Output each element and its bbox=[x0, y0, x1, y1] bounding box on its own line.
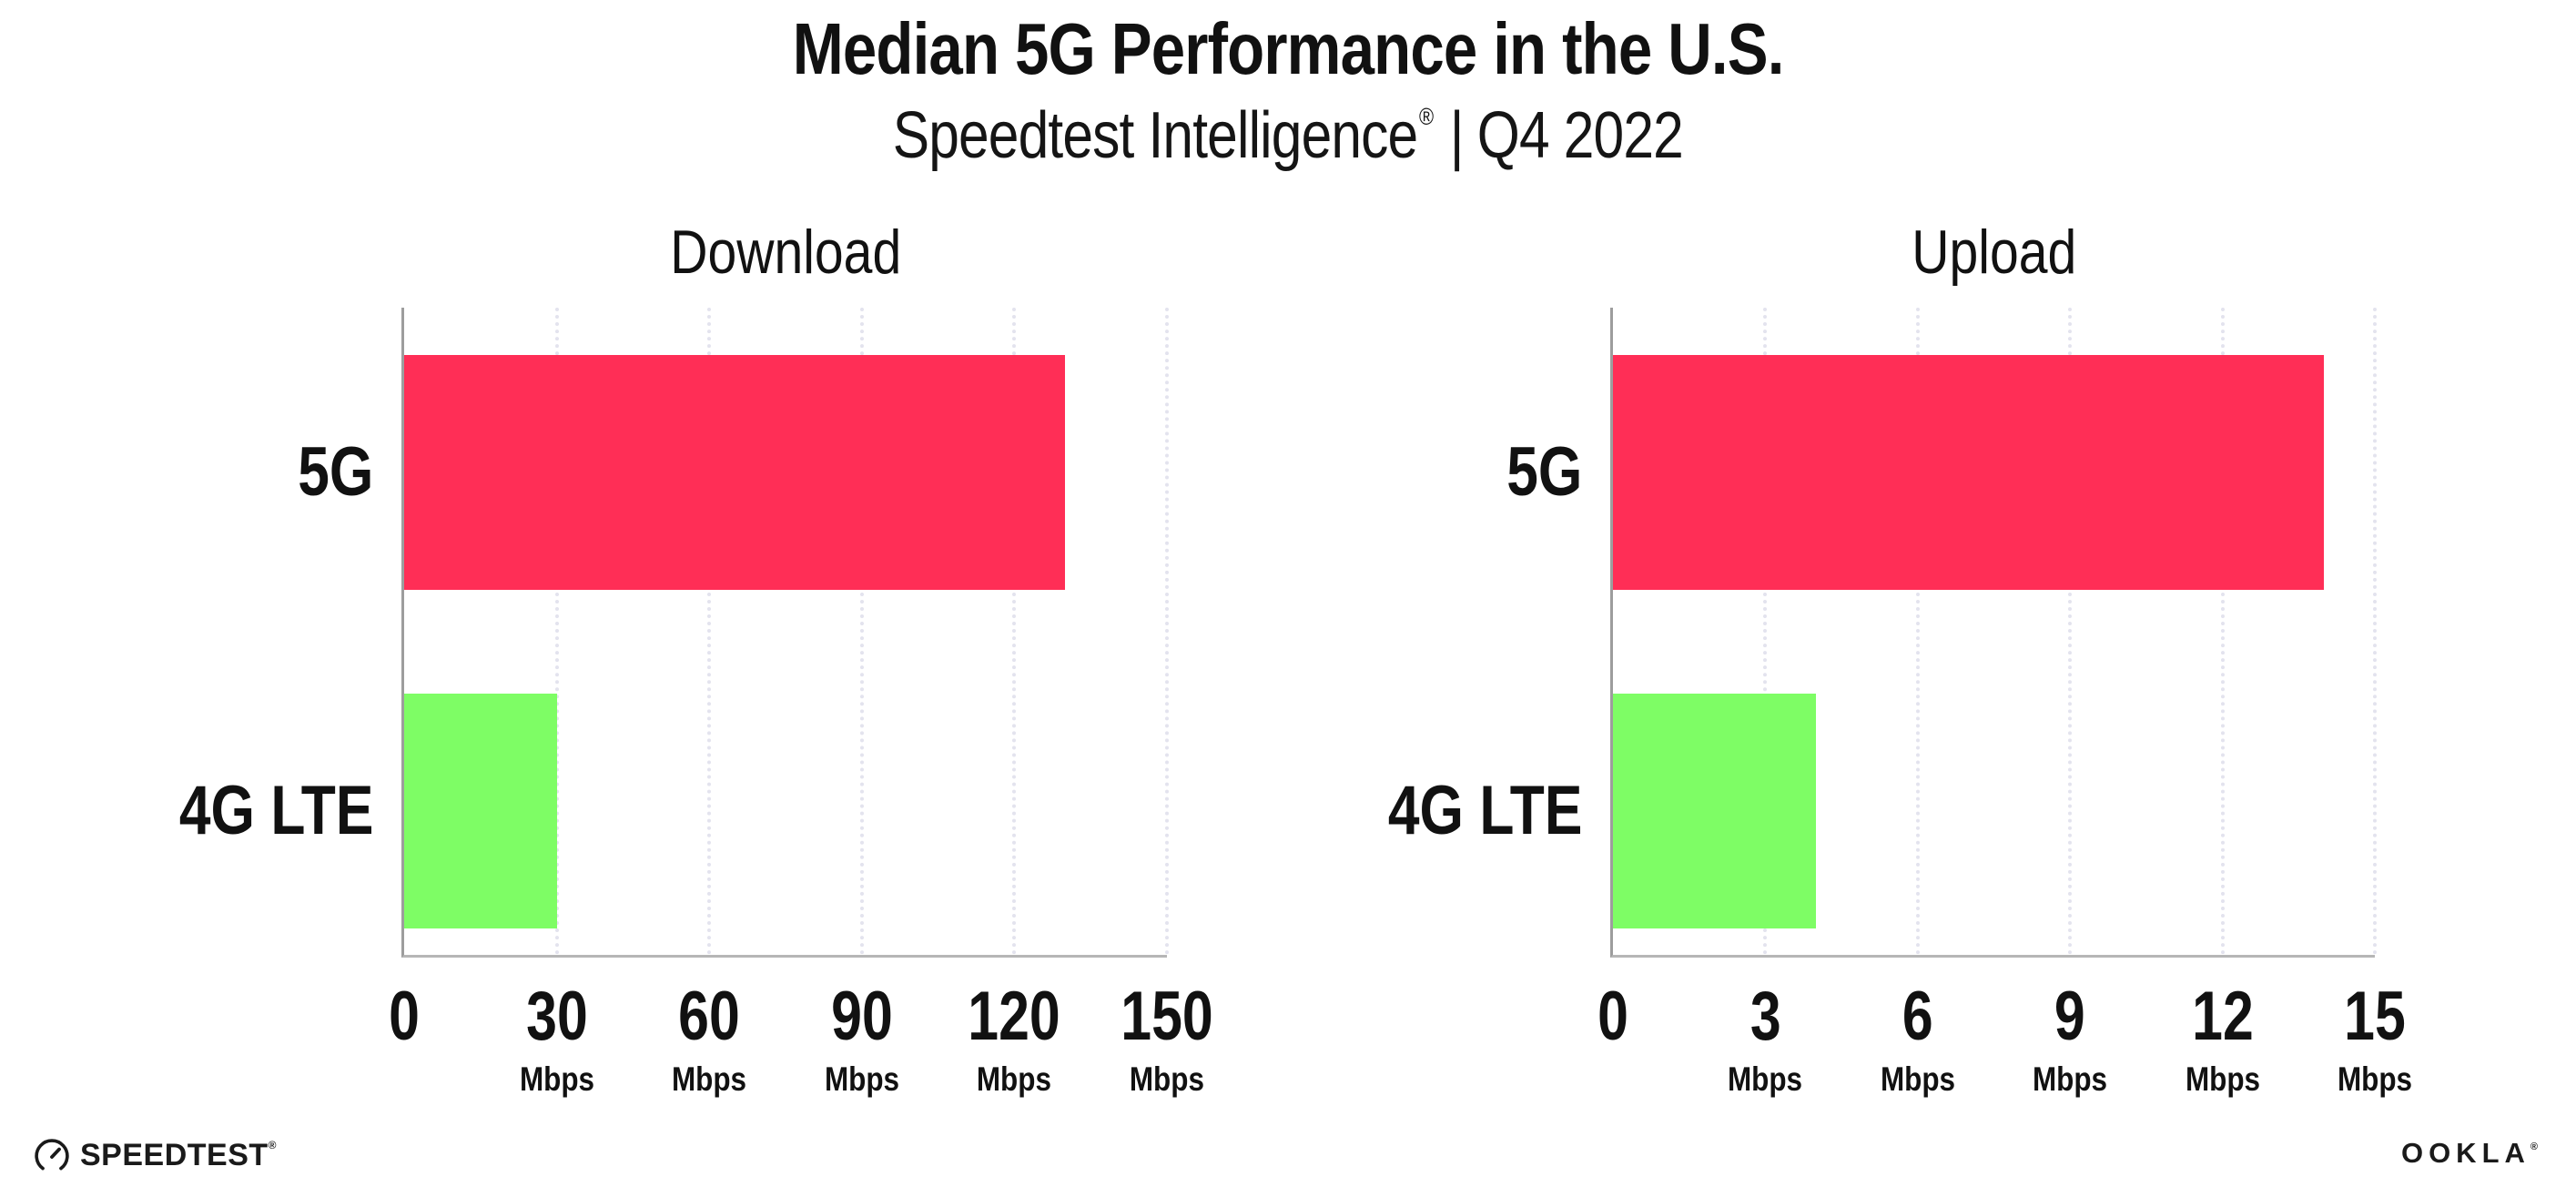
x-tick-unit: Mbps bbox=[977, 1060, 1052, 1098]
bar-4g-lte-download bbox=[404, 694, 557, 928]
x-tick-label: 120 bbox=[968, 978, 1061, 1055]
x-tick-30: 30 Mbps bbox=[512, 978, 601, 1098]
x-tick-12: 12 Mbps bbox=[2178, 978, 2267, 1098]
x-tick-unit: Mbps bbox=[2185, 1060, 2260, 1098]
speedtest-registered-mark: ® bbox=[268, 1139, 278, 1151]
upload-chart-title-text: Upload bbox=[1911, 218, 2077, 287]
x-tick-9: 9 Mbps bbox=[2026, 978, 2115, 1098]
x-tick-0: 0 bbox=[385, 982, 423, 1051]
x-tick-label: 30 bbox=[525, 978, 588, 1055]
gridline-3 bbox=[1763, 308, 1768, 955]
subtitle-period: Q4 2022 bbox=[1476, 99, 1684, 172]
download-chart-title-text: Download bbox=[669, 218, 902, 287]
category-label-5g: 5G bbox=[297, 433, 373, 511]
x-tick-150: 150 Mbps bbox=[1110, 978, 1225, 1098]
gridline-90 bbox=[859, 308, 864, 955]
x-tick-unit: Mbps bbox=[519, 1060, 594, 1098]
category-label-4g-lte: 4G LTE bbox=[178, 772, 373, 849]
download-chart-plot-area: Download 5G 4G LTE 0 30 Mbps 60 Mbps 90 Mbps 12… bbox=[178, 218, 1212, 1096]
bar-5g-download bbox=[404, 355, 1066, 590]
gridline-30 bbox=[554, 308, 559, 955]
x-tick-90: 90 Mbps bbox=[817, 978, 906, 1098]
page-title-text: Median 5G Performance in the U.S. bbox=[792, 8, 1785, 89]
ookla-logo: OOKLA® bbox=[2401, 1137, 2538, 1170]
x-tick-label: 0 bbox=[1597, 978, 1628, 1055]
x-tick-3: 3 Mbps bbox=[1721, 978, 1810, 1098]
x-tick-unit: Mbps bbox=[2337, 1060, 2413, 1098]
upload-x-axis-ticks: 0 3 Mbps 6 Mbps 9 Mbps 12 Mbps 15 Mbps bbox=[1597, 978, 2412, 1128]
download-x-axis-ticks: 0 30 Mbps 60 Mbps 90 Mbps 120 Mbps 150 Mbps bbox=[389, 978, 1213, 1128]
download-chart-title: Download bbox=[404, 217, 1167, 288]
ookla-registered-mark: ® bbox=[2530, 1141, 2538, 1152]
x-tick-label: 12 bbox=[2191, 978, 2254, 1055]
ookla-wordmark: OOKLA bbox=[2400, 1137, 2530, 1169]
gridline-150 bbox=[1165, 308, 1169, 955]
x-tick-6: 6 Mbps bbox=[1873, 978, 1962, 1098]
subtitle-brand: Speedtest Intelligence bbox=[892, 99, 1419, 172]
category-label-5g: 5G bbox=[1506, 433, 1582, 511]
upload-chart-title: Upload bbox=[1613, 217, 2375, 288]
upload-chart-plot-area: Upload 5G 4G LTE 0 3 Mbps 6 Mbps 9 Mbps 12 Mbps 1… bbox=[1387, 218, 2412, 1096]
x-tick-label: 90 bbox=[830, 978, 893, 1055]
x-tick-15: 15 Mbps bbox=[2331, 978, 2419, 1098]
x-tick-unit: Mbps bbox=[824, 1060, 899, 1098]
page-title: Median 5G Performance in the U.S. bbox=[0, 7, 2576, 91]
speedtest-logo: SPEEDTEST® bbox=[35, 1138, 277, 1173]
speedtest-wordmark: SPEEDTEST bbox=[80, 1138, 269, 1172]
x-tick-unit: Mbps bbox=[1129, 1060, 1205, 1098]
x-tick-120: 120 Mbps bbox=[957, 978, 1072, 1098]
x-tick-unit: Mbps bbox=[2033, 1060, 2108, 1098]
x-tick-unit: Mbps bbox=[1728, 1060, 1803, 1098]
gridline-60 bbox=[707, 308, 712, 955]
subtitle-text: Speedtest Intelligence® | Q4 2022 bbox=[892, 98, 1684, 173]
page-subtitle: Speedtest Intelligence® | Q4 2022 bbox=[0, 98, 2576, 173]
x-tick-label: 150 bbox=[1121, 978, 1213, 1055]
x-tick-label: 15 bbox=[2344, 978, 2406, 1055]
gridline-15 bbox=[2373, 308, 2377, 955]
x-tick-label: 6 bbox=[1902, 978, 1933, 1055]
x-tick-label: 0 bbox=[389, 978, 420, 1055]
category-label-4g-lte: 4G LTE bbox=[1387, 772, 1582, 849]
speedtest-gauge-icon bbox=[35, 1138, 69, 1170]
speedtest-logo-text: SPEEDTEST® bbox=[80, 1138, 277, 1173]
x-tick-unit: Mbps bbox=[1880, 1060, 1955, 1098]
gridline-6 bbox=[1915, 308, 1920, 955]
x-tick-unit: Mbps bbox=[672, 1060, 747, 1098]
x-tick-label: 3 bbox=[1749, 978, 1781, 1055]
gridline-9 bbox=[2068, 308, 2073, 955]
x-tick-0: 0 bbox=[1594, 982, 1632, 1051]
gridline-12 bbox=[2220, 308, 2225, 955]
x-tick-60: 60 Mbps bbox=[665, 978, 754, 1098]
x-tick-label: 60 bbox=[678, 978, 741, 1055]
x-tick-label: 9 bbox=[2054, 978, 2086, 1055]
registered-mark: ® bbox=[1419, 103, 1434, 130]
bar-4g-lte-upload bbox=[1613, 694, 1817, 928]
bar-5g-upload bbox=[1613, 355, 2325, 590]
gridline-120 bbox=[1012, 308, 1017, 955]
subtitle-separator: | bbox=[1449, 99, 1465, 172]
